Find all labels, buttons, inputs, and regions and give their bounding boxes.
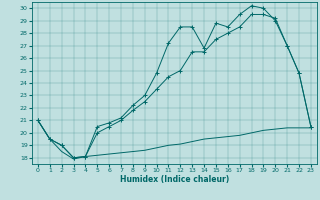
X-axis label: Humidex (Indice chaleur): Humidex (Indice chaleur) xyxy=(120,175,229,184)
